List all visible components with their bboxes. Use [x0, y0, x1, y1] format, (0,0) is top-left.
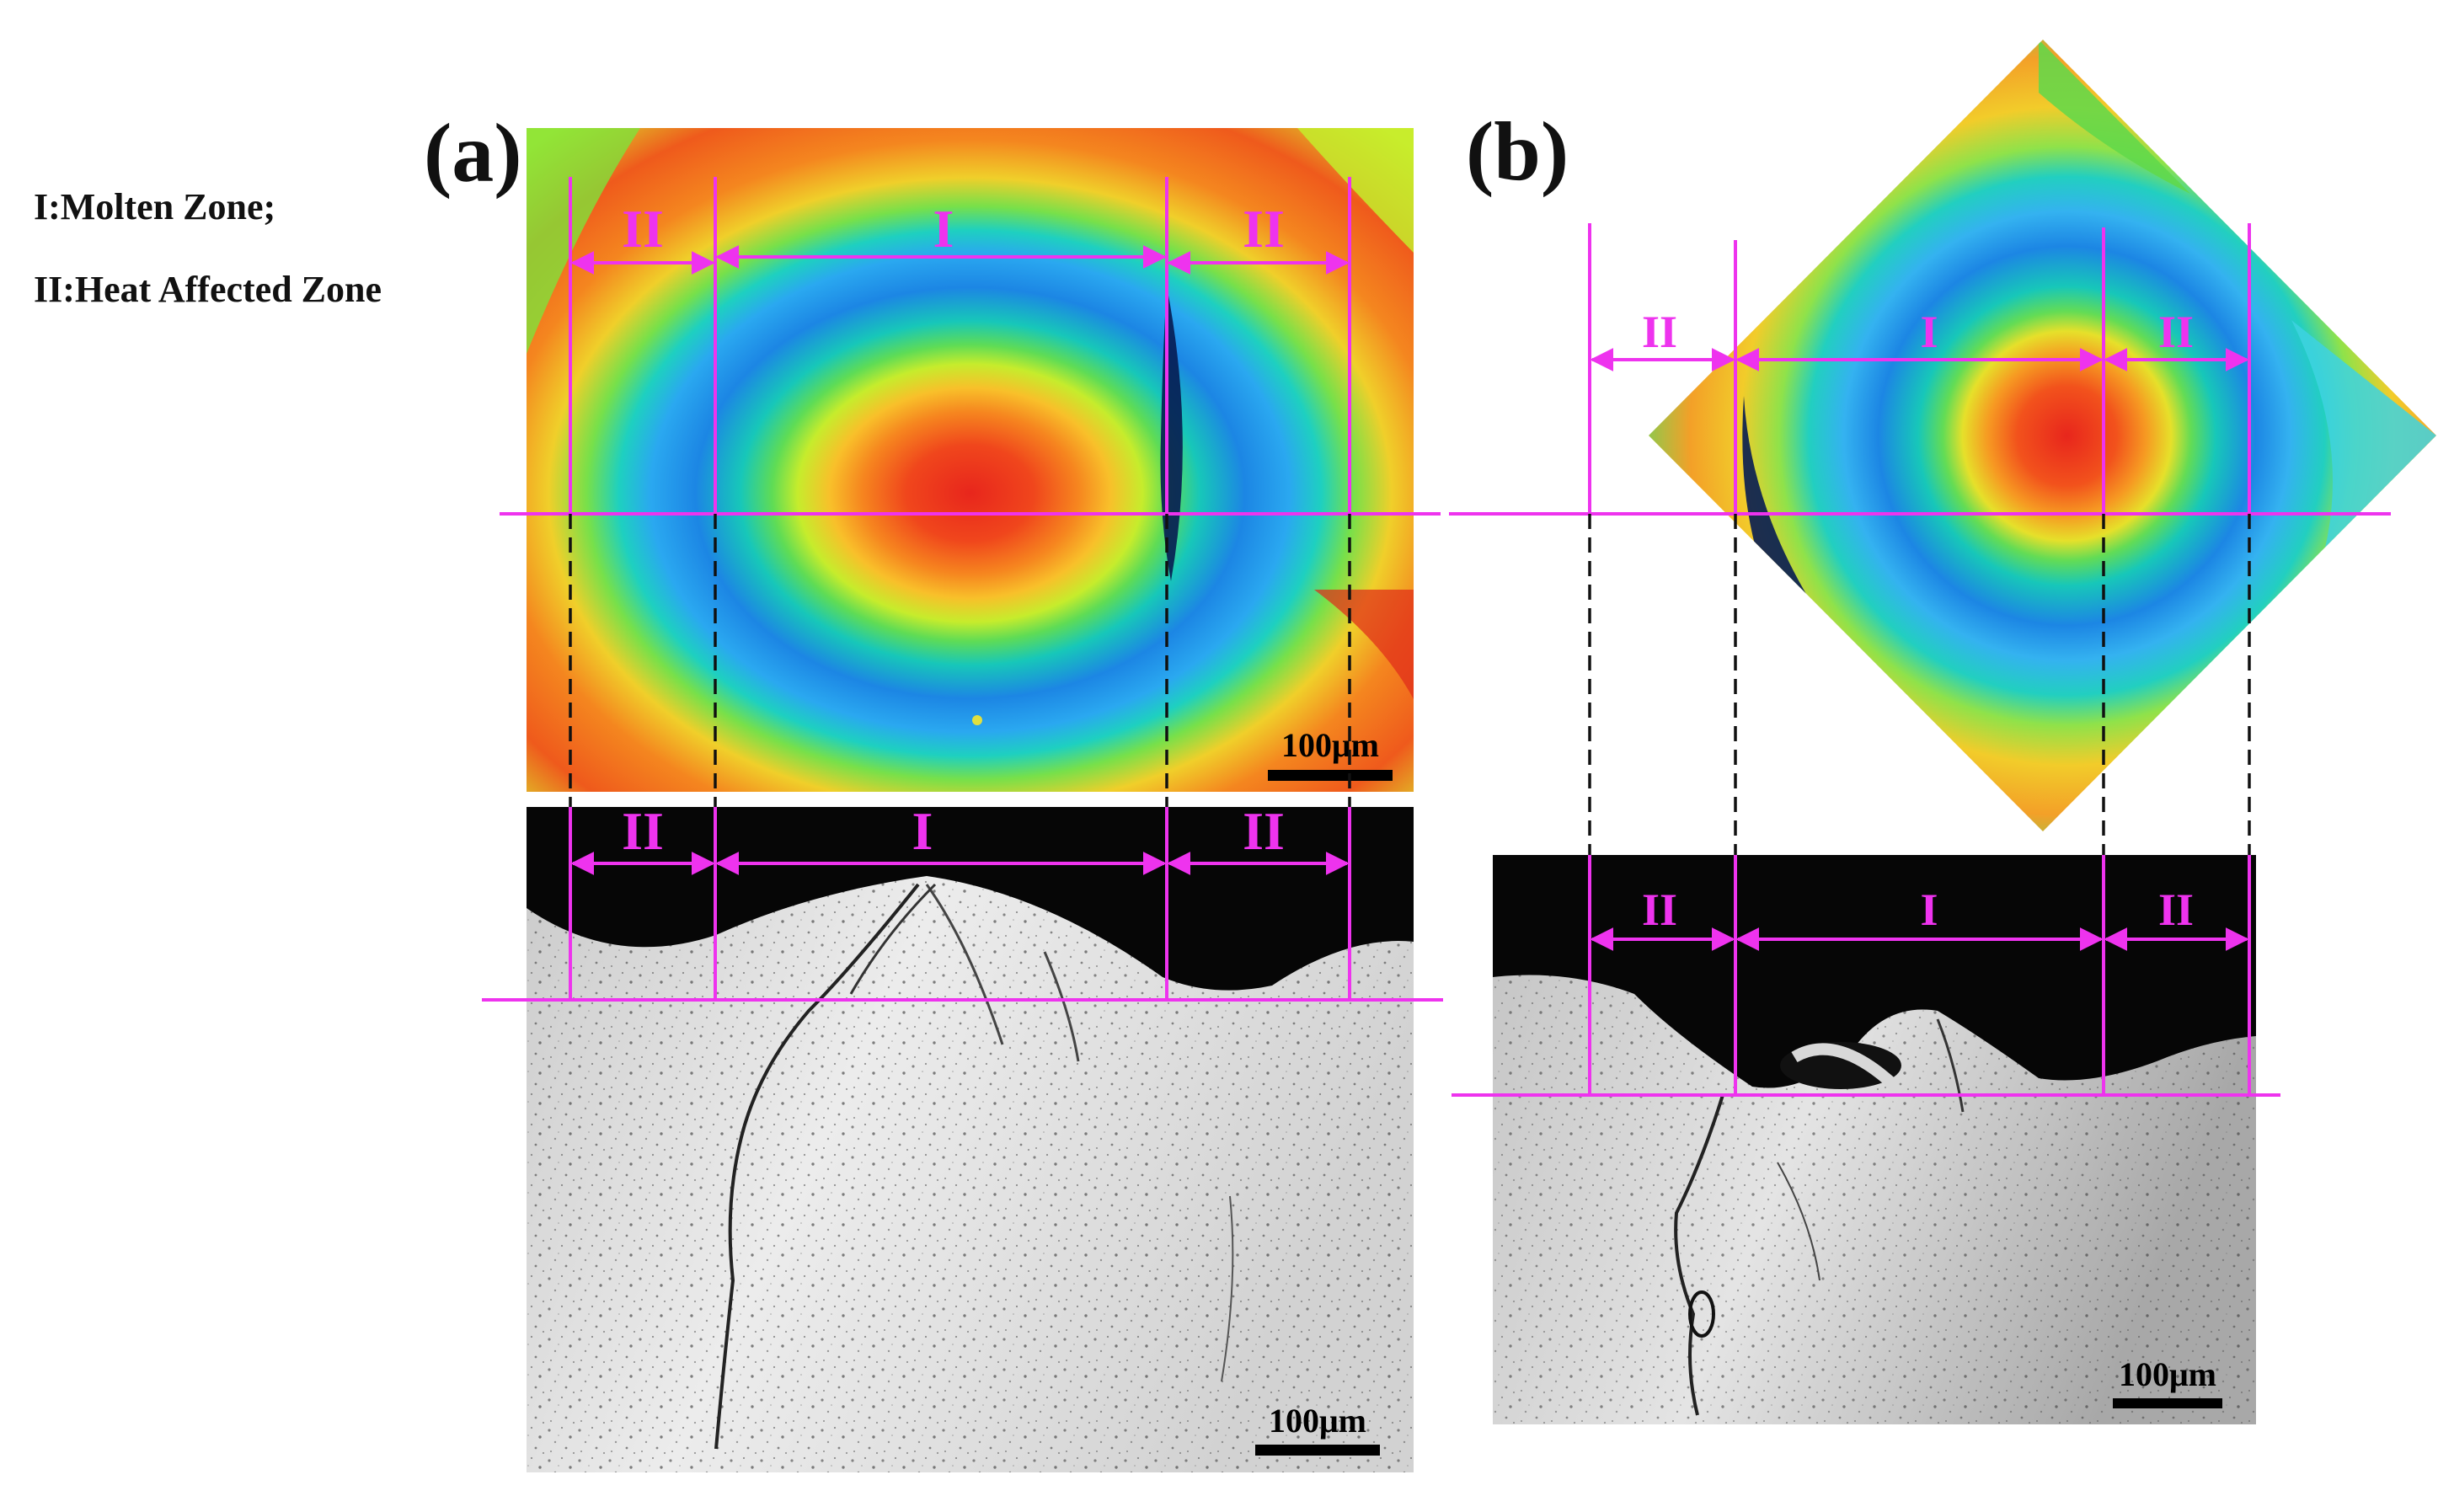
- zone-label-a-top-haz-left: II: [622, 199, 664, 259]
- zone-label-a-top-haz-right: II: [1243, 199, 1285, 259]
- zone-label-b-top-haz-left: II: [1642, 307, 1677, 357]
- legend-zone-ii: II:Heat Affected Zone: [34, 269, 382, 310]
- svg-text:100μm: 100μm: [1281, 726, 1379, 764]
- zone-label-b-top-molten: I: [1920, 307, 1938, 357]
- zone-label-a-bottom-haz-left: II: [622, 801, 664, 861]
- zone-label-a-bottom-haz-right: II: [1243, 801, 1285, 861]
- svg-text:100μm: 100μm: [2119, 1355, 2216, 1393]
- panel-b-label: (b): [1466, 104, 1569, 198]
- panel-a-cross-section: [527, 807, 1414, 1472]
- panel-a-heatmap: [527, 128, 1414, 792]
- zone-label-a-bottom-molten: I: [912, 801, 933, 861]
- zone-label-a-top-molten: I: [933, 199, 954, 259]
- panel-b-heatmap: [1649, 40, 2436, 831]
- legend-zone-i: I:Molten Zone;: [34, 186, 275, 227]
- scale-bar-a-bottom: 100μm: [1255, 1402, 1380, 1456]
- dashed-connectors: [569, 514, 2251, 855]
- svg-text:100μm: 100μm: [1269, 1402, 1366, 1440]
- annotation-lines: [482, 177, 2391, 1097]
- zone-label-b-bottom-haz-left: II: [1642, 884, 1677, 935]
- panel-a-label: (a): [424, 106, 522, 200]
- scale-bar-a-top: 100μm: [1268, 726, 1393, 781]
- zone-labels: II I II II I II II I II II I II: [622, 199, 2194, 935]
- zone-label-b-top-haz-right: II: [2158, 307, 2194, 357]
- zone-label-b-bottom-molten: I: [1920, 884, 1938, 935]
- scale-bar-b-bottom: 100μm: [2113, 1355, 2222, 1408]
- zone-label-b-bottom-haz-right: II: [2158, 884, 2194, 935]
